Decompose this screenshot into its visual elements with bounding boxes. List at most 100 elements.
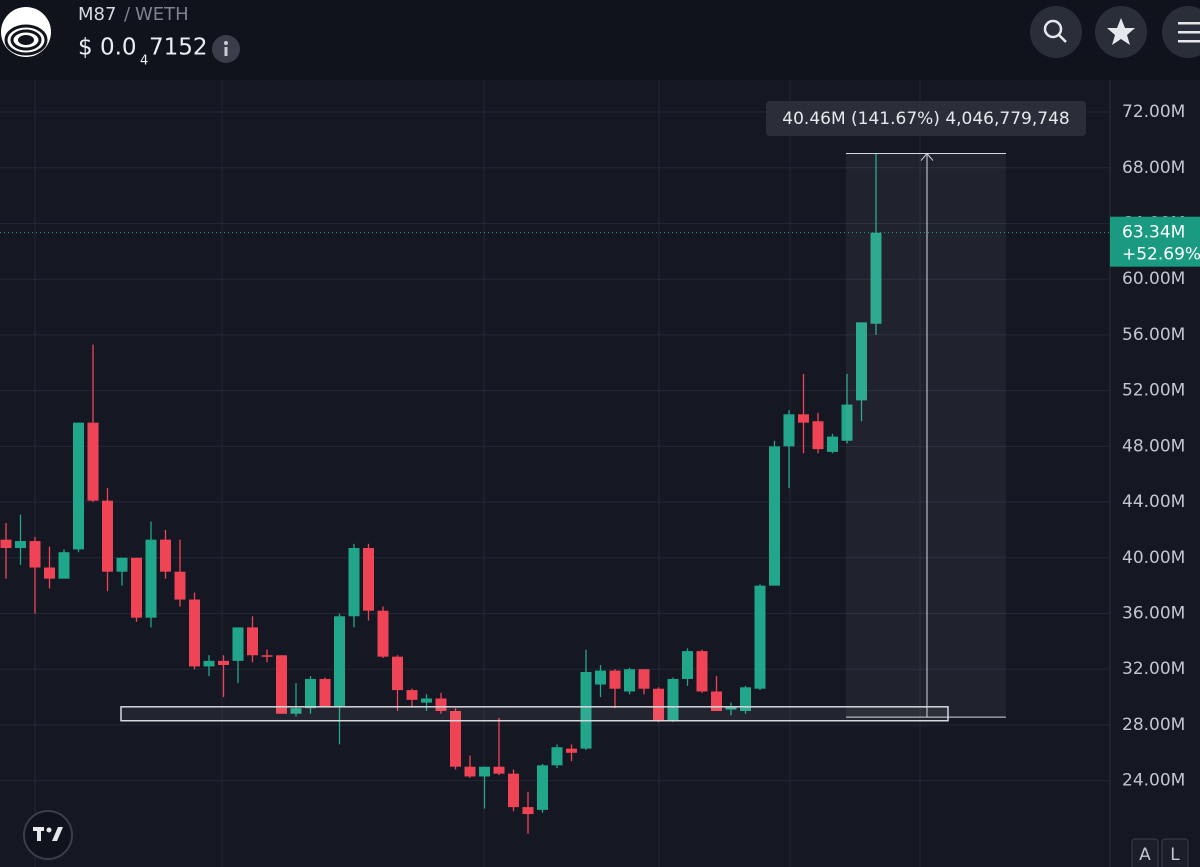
- price-prefix: $ 0.0: [78, 35, 137, 61]
- candle-body: [827, 436, 838, 452]
- current-price-label: 63.34M: [1122, 223, 1185, 243]
- measure-label-bg: [766, 101, 1086, 136]
- candle-body: [435, 698, 447, 711]
- candle-body: [754, 585, 766, 689]
- y-tick-label: 32.00M: [1122, 659, 1185, 679]
- candle-body: [392, 656, 403, 691]
- candle-body: [348, 548, 360, 617]
- candle-body: [116, 557, 128, 572]
- y-tick-label: 48.00M: [1122, 436, 1185, 456]
- candle-body: [841, 404, 853, 441]
- overlays: 40.46M (141.67%) 4,046,779,748 63.34M+52.…: [0, 101, 1200, 867]
- vertical-grid: [34, 80, 921, 867]
- candle-body: [624, 669, 635, 692]
- candle-body: [363, 548, 374, 611]
- candle-body: [276, 655, 287, 714]
- candle-body: [421, 698, 432, 703]
- y-tick-label: 72.00M: [1122, 102, 1185, 122]
- candle-body: [73, 422, 84, 550]
- y-tick-label: 44.00M: [1122, 492, 1185, 512]
- candle-body: [305, 678, 316, 709]
- candle-body: [261, 655, 273, 657]
- logo: [1, 7, 51, 57]
- candle-body: [145, 539, 157, 618]
- candle-body: [566, 748, 577, 753]
- candle-body: [580, 671, 592, 749]
- candle-body: [102, 500, 113, 572]
- candle-body: [595, 670, 606, 685]
- y-tick-label: 68.00M: [1122, 158, 1185, 178]
- candle-body: [87, 422, 99, 501]
- measure-arrow-head: [920, 152, 934, 161]
- y-tick-label: 24.00M: [1122, 771, 1185, 791]
- candle-body: [131, 557, 142, 618]
- candle-body: [682, 651, 693, 679]
- candle-body: [696, 651, 708, 692]
- candle-body: [638, 669, 650, 689]
- candle-body: [232, 627, 244, 661]
- candle-body: [189, 599, 200, 667]
- candle-body: [667, 678, 679, 721]
- current-price-tag: [1110, 216, 1200, 267]
- candle-body: [537, 765, 548, 810]
- candle-body: [247, 627, 258, 656]
- menu-button[interactable]: [1162, 6, 1200, 58]
- favorite-button[interactable]: [1095, 6, 1147, 58]
- candle-body: [218, 660, 229, 666]
- y-tick-label: 52.00M: [1122, 381, 1185, 401]
- candle-body: [0, 539, 12, 549]
- info-button[interactable]: [212, 35, 240, 63]
- price-rest: 7152: [149, 35, 208, 61]
- pair: M87: [78, 4, 116, 25]
- price-subscript: 4: [140, 54, 148, 69]
- candle-body: [609, 670, 621, 689]
- candle-body: [769, 446, 780, 586]
- tv-logo: [23, 810, 73, 860]
- current-price-change: +52.69%: [1122, 245, 1200, 265]
- candle-body: [725, 706, 737, 710]
- candle-body: [406, 690, 418, 700]
- scale-button[interactable]: [1161, 838, 1189, 867]
- candle-body: [798, 414, 809, 423]
- candle-body: [58, 552, 70, 579]
- candle-body: [319, 678, 331, 707]
- candle-body: [290, 708, 302, 714]
- candle-body: [783, 414, 795, 447]
- candle-body: [334, 616, 345, 707]
- candle-body: [870, 232, 882, 324]
- candle-body: [653, 688, 664, 721]
- candle-body: [29, 541, 41, 568]
- scale-button-label: A: [1139, 845, 1151, 865]
- candle-body: [44, 567, 55, 579]
- y-tick-label: 40.00M: [1122, 548, 1185, 568]
- candle-body: [812, 421, 824, 450]
- support-zone: [120, 706, 949, 722]
- candle-body: [377, 610, 389, 657]
- y-tick-label: 36.00M: [1122, 603, 1185, 623]
- candle-body: [479, 766, 490, 777]
- measure-area: [846, 153, 1006, 718]
- candle-body: [493, 766, 505, 774]
- scale-button-label: L: [1170, 845, 1180, 865]
- separator: /: [124, 4, 131, 25]
- quote: WETH: [135, 4, 189, 25]
- y-tick-label: 60.00M: [1122, 269, 1185, 289]
- candle-body: [508, 773, 519, 808]
- candle-body: [711, 691, 722, 711]
- candle-body: [174, 571, 186, 600]
- candle-body: [551, 747, 563, 766]
- candle-body: [856, 322, 867, 401]
- candles: [0, 153, 882, 834]
- y-tick-label: 56.00M: [1122, 325, 1185, 345]
- candle-body: [450, 710, 461, 767]
- header-bar: [0, 0, 1200, 80]
- grid: 24.00M 28.00M 32.00M 36.00M 40.00M 44.00M 48.0…: [0, 102, 1185, 791]
- candle-body: [15, 541, 26, 549]
- y-tick-label: 28.00M: [1122, 715, 1185, 735]
- scale-button[interactable]: [1131, 838, 1159, 867]
- candle-body: [740, 687, 751, 711]
- search-button[interactable]: [1030, 6, 1082, 58]
- candle-body: [464, 766, 476, 777]
- candle-body: [203, 660, 215, 667]
